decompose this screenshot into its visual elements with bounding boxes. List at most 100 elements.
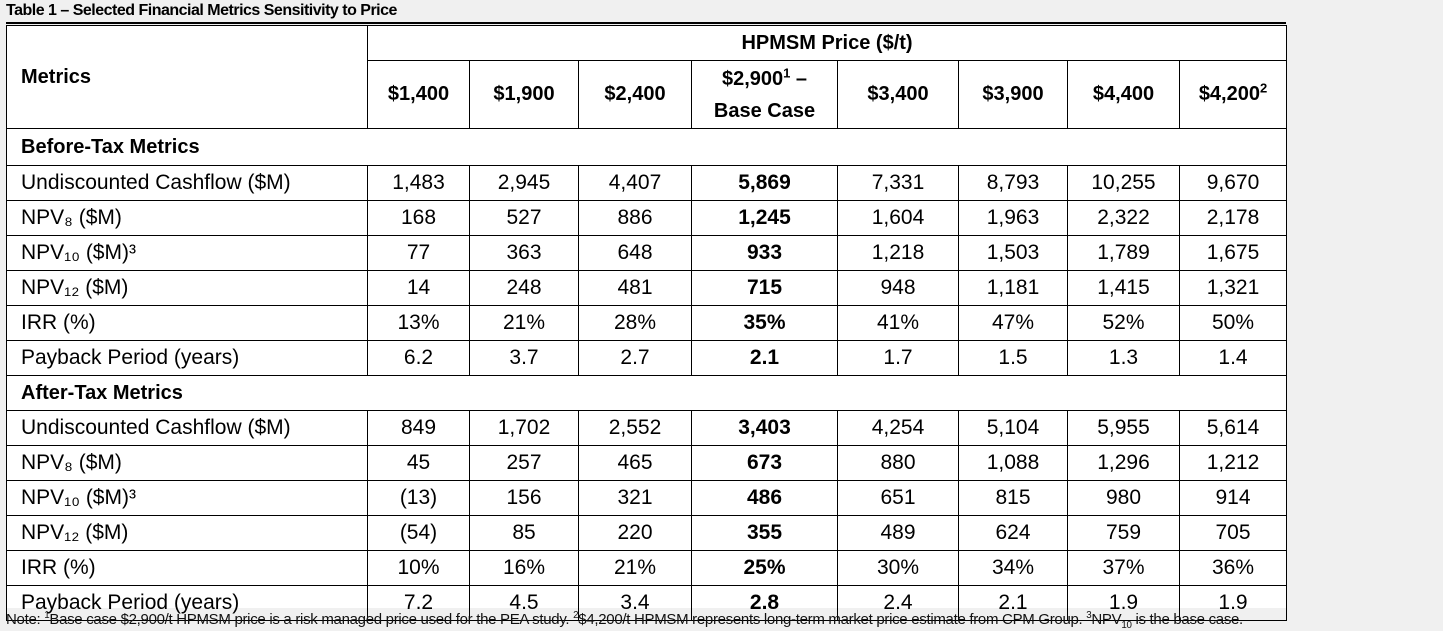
note-3-sub: 10 — [1121, 620, 1132, 628]
table-cell: 10% — [367, 550, 470, 586]
table-cell: 52% — [1067, 305, 1180, 341]
table-cell: 1,789 — [1067, 235, 1180, 271]
row-label: NPV₁₂ ($M) — [6, 270, 368, 306]
table-row: NPV₈ ($M) 168 527 886 1,245 1,604 1,963 2,322 2,… — [6, 200, 1288, 236]
table-row: Undiscounted Cashflow ($M) 849 1,702 2,552 3… — [6, 410, 1288, 446]
table-cell: 37% — [1067, 550, 1180, 586]
table-cell: 2,178 — [1178, 200, 1288, 236]
row-label: NPV₈ ($M) — [6, 445, 368, 481]
row-label: Payback Period (years) — [6, 585, 368, 621]
table-cell: 880 — [837, 445, 959, 481]
table-cell: 220 — [578, 515, 692, 551]
table-cell: 8,793 — [958, 165, 1068, 201]
price-header: HPMSM Price ($/t) — [366, 25, 1288, 61]
table-cell: 914 — [1178, 480, 1288, 516]
table-row: NPV₁₀ ($M)³ (13) 156 321 486 651 815 980 914 — [6, 480, 1288, 516]
table-cell: 1,415 — [1067, 270, 1180, 306]
table-cell: 980 — [1067, 480, 1180, 516]
table-cell: (13) — [367, 480, 470, 516]
title-rule — [6, 22, 1286, 24]
price-column-header: $1,900 — [469, 60, 579, 129]
table-cell: 933 — [691, 235, 838, 271]
table-cell: 1,963 — [958, 200, 1068, 236]
table-cell: 1.3 — [1067, 340, 1180, 376]
table-cell: 5,614 — [1178, 410, 1288, 446]
table-cell: 30% — [837, 550, 959, 586]
table-cell: 489 — [837, 515, 959, 551]
table-cell: 3.7 — [469, 340, 579, 376]
table-cell: 35% — [691, 305, 838, 341]
table-cell: 1,503 — [958, 235, 1068, 271]
table-cell: 1,604 — [837, 200, 959, 236]
table-cell: 1,702 — [469, 410, 579, 446]
table-row: Payback Period (years) 6.2 3.7 2.7 2.1 1.7 1.5… — [6, 340, 1288, 376]
table-cell: 673 — [691, 445, 838, 481]
table-cell: 705 — [1178, 515, 1288, 551]
table-cell: 759 — [1067, 515, 1180, 551]
section-header: Before-Tax Metrics — [5, 128, 1288, 166]
table-cell: 10,255 — [1067, 165, 1180, 201]
table-cell: 45 — [367, 445, 470, 481]
table-cell: 1,245 — [691, 200, 838, 236]
price-column-header: $4,2002 — [1178, 60, 1288, 129]
table-row: NPV₁₂ ($M) 14 248 481 715 948 1,181 1,415 1,321 — [6, 270, 1288, 306]
table-cell: 355 — [691, 515, 838, 551]
table-cell: 41% — [837, 305, 959, 341]
table-cell: 651 — [837, 480, 959, 516]
table-row: IRR (%) 13% 21% 28% 35% 41% 47% 52% 50% — [6, 305, 1288, 341]
row-label: Undiscounted Cashflow ($M) — [6, 165, 368, 201]
price-column-header: $1,400 — [367, 60, 470, 129]
table-cell: 1,218 — [837, 235, 959, 271]
table-row: IRR (%) 10% 16% 21% 25% 30% 34% 37% 36% — [6, 550, 1288, 586]
table-row: Payback Period (years) 7.2 4.5 3.4 2.8 2.4 2.1… — [6, 585, 1288, 621]
table-cell: 47% — [958, 305, 1068, 341]
note-3-marker: 3 — [1086, 611, 1092, 621]
table-cell: 1,675 — [1178, 235, 1288, 271]
table-cell: 481 — [578, 270, 692, 306]
table-cell: 2,945 — [469, 165, 579, 201]
table-cell: 257 — [469, 445, 579, 481]
table-cell: 2,322 — [1067, 200, 1180, 236]
table-cell: 2.7 — [578, 340, 692, 376]
table-cell: 9,670 — [1178, 165, 1288, 201]
table-cell: 3,403 — [691, 410, 838, 446]
table-row: NPV₁₀ ($M)³ 77 363 648 933 1,218 1,503 1,789 1,6… — [6, 235, 1288, 271]
metrics-header: Metrics — [6, 25, 368, 129]
note-1-text: Base case $2,900/t HPMSM price is a risk… — [49, 611, 574, 628]
table-cell: 21% — [578, 550, 692, 586]
price-column-header: $2,400 — [578, 60, 692, 129]
table-cell: 321 — [578, 480, 692, 516]
row-label: Payback Period (years) — [6, 340, 368, 376]
table-cell: 85 — [469, 515, 579, 551]
table-cell: 363 — [469, 235, 579, 271]
table-cell: 1.7 — [837, 340, 959, 376]
table-cell: 527 — [469, 200, 579, 236]
table-cell: 5,104 — [958, 410, 1068, 446]
table-row: NPV₈ ($M) 45 257 465 673 880 1,088 1,296 1,212 — [6, 445, 1288, 481]
table-cell: 815 — [958, 480, 1068, 516]
section-header: After-Tax Metrics — [5, 375, 1288, 411]
price-column-header: $4,400 — [1067, 60, 1180, 129]
table-cell: 1.4 — [1178, 340, 1288, 376]
table-cell: 5,955 — [1067, 410, 1180, 446]
table-cell: 849 — [367, 410, 470, 446]
note-3-npv: NPV — [1091, 611, 1122, 628]
table-cell: 1,321 — [1178, 270, 1288, 306]
price-column-header: $3,400 — [837, 60, 959, 129]
table-cell: 4,254 — [837, 410, 959, 446]
table-cell: 34% — [958, 550, 1068, 586]
table-cell: 16% — [469, 550, 579, 586]
table-cell: 28% — [578, 305, 692, 341]
table-cell: 50% — [1178, 305, 1288, 341]
table-cell: 6.2 — [367, 340, 470, 376]
table-cell: 1.5 — [958, 340, 1068, 376]
row-label: Undiscounted Cashflow ($M) — [6, 410, 368, 446]
table-cell: 7.2 — [367, 585, 470, 621]
table-cell: 2.1 — [958, 585, 1068, 621]
table-cell: 1,212 — [1178, 445, 1288, 481]
table-cell: 886 — [578, 200, 692, 236]
table-cell: 5,869 — [691, 165, 838, 201]
table-row: NPV₁₂ ($M) (54) 85 220 355 489 624 759 705 — [6, 515, 1288, 551]
table-cell: 1,181 — [958, 270, 1068, 306]
note-3-text: is the base case. — [1131, 611, 1243, 628]
